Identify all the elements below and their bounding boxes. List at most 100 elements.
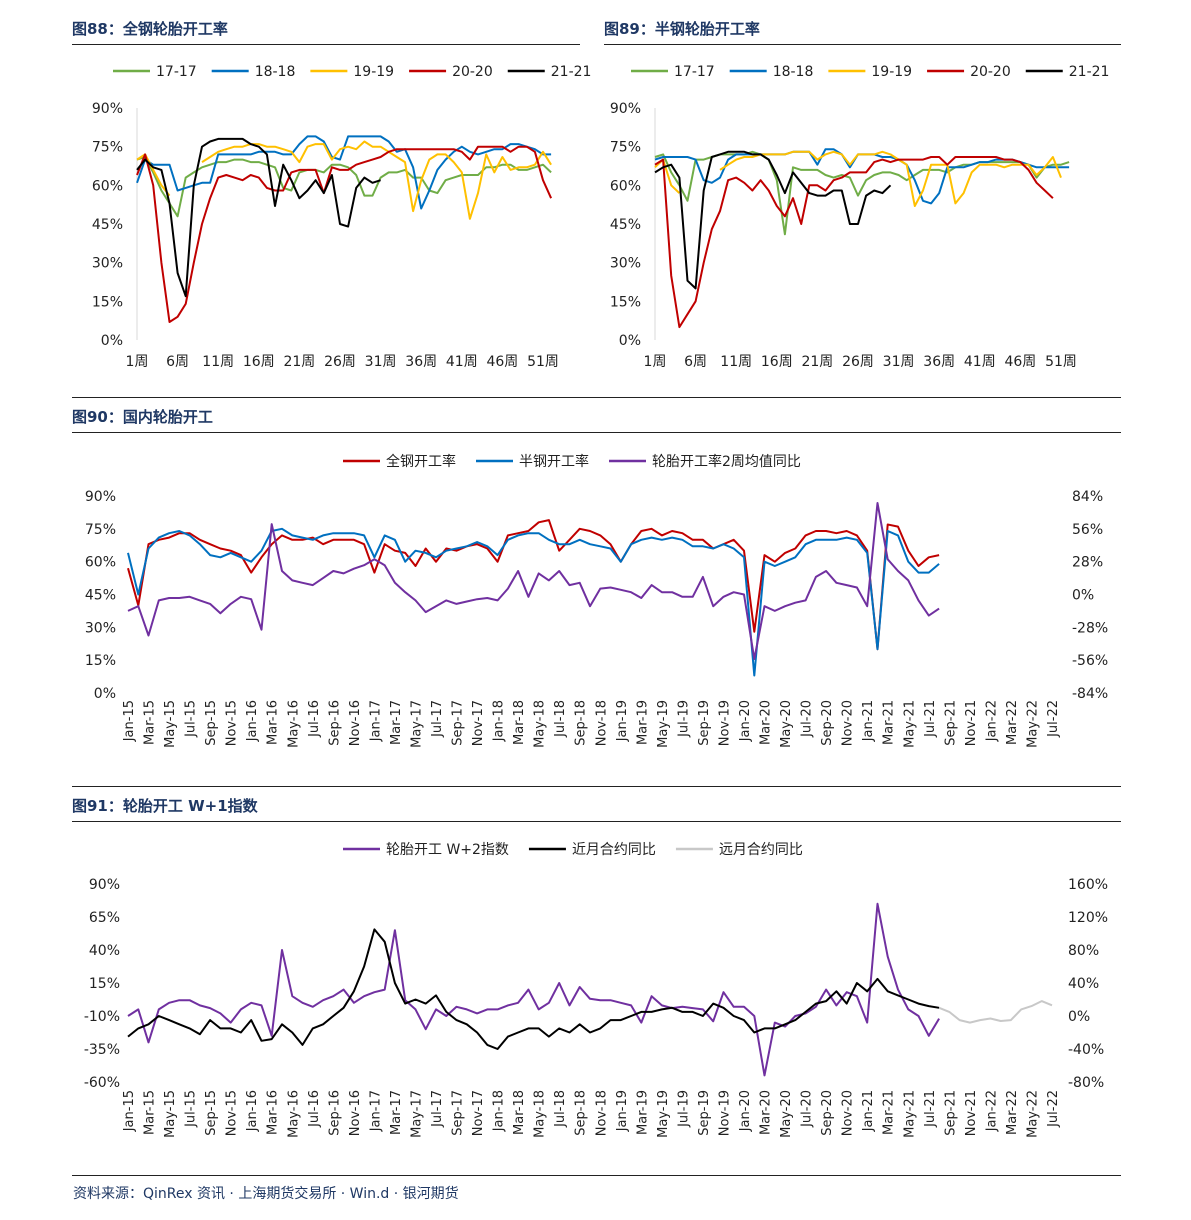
legend-label: 20-20 xyxy=(970,64,1011,80)
x-tick-label: Jan-17 xyxy=(368,1090,383,1132)
legend-label: 17-17 xyxy=(156,64,197,80)
series-line-轮胎开工 W+2指数 xyxy=(127,902,940,1077)
x-tick-label: Jan-16 xyxy=(245,700,260,742)
right-y-tick-label: -84% xyxy=(1072,686,1108,702)
x-tick-label: 11周 xyxy=(202,354,234,370)
x-tick-label: Jul-18 xyxy=(553,700,568,738)
right-y-tick-label: -56% xyxy=(1072,653,1108,669)
x-tick-label: 1周 xyxy=(126,354,149,370)
x-tick-label: Jan-19 xyxy=(615,1090,630,1132)
y-tick-label: 60% xyxy=(92,178,123,194)
x-tick-label: 31周 xyxy=(883,354,915,370)
right-y-tick-label: -80% xyxy=(1068,1075,1104,1091)
x-tick-label: Jul-19 xyxy=(676,700,691,738)
x-tick-label: Jan-15 xyxy=(122,700,137,742)
x-tick-label: Nov-18 xyxy=(594,700,609,746)
x-tick-label: Mar-21 xyxy=(882,1090,897,1135)
x-tick-label: Jan-18 xyxy=(492,700,507,742)
x-tick-label: 1周 xyxy=(644,354,667,370)
left-y-tick-label: -60% xyxy=(84,1075,120,1091)
x-tick-label: Jan-18 xyxy=(492,1090,507,1132)
left-y-tick-label: 45% xyxy=(85,588,116,604)
x-tick-label: May-19 xyxy=(656,700,671,748)
x-tick-label: Mar-21 xyxy=(882,700,897,745)
x-tick-label: Nov-17 xyxy=(471,700,486,746)
left-y-tick-label: 0% xyxy=(94,686,116,702)
series-line-18-18 xyxy=(654,148,1070,205)
series-line-远月合约同比 xyxy=(938,1000,1053,1024)
x-tick-label: Mar-17 xyxy=(389,700,404,745)
x-tick-label: Mar-16 xyxy=(266,700,281,745)
x-tick-label: Mar-15 xyxy=(143,700,158,745)
y-tick-label: 75% xyxy=(610,140,641,156)
x-tick-label: Mar-19 xyxy=(635,700,650,745)
x-tick-label: Mar-18 xyxy=(512,700,527,745)
x-tick-label: Nov-21 xyxy=(964,1090,979,1136)
x-tick-label: Mar-18 xyxy=(512,1090,527,1135)
x-tick-label: Sep-18 xyxy=(574,700,589,746)
x-tick-label: May-17 xyxy=(409,1090,424,1138)
x-tick-label: Mar-22 xyxy=(1005,1090,1020,1135)
legend-label: 轮胎开工率2周均值同比 xyxy=(652,453,801,470)
x-tick-label: Jul-20 xyxy=(800,700,815,738)
y-tick-label: 15% xyxy=(92,294,123,310)
series-line-20-20 xyxy=(654,156,1054,329)
left-y-tick-label: 60% xyxy=(85,555,116,571)
series-line-21-21 xyxy=(654,150,892,290)
right-y-tick-label: -28% xyxy=(1072,620,1108,636)
x-tick-label: 11周 xyxy=(720,354,752,370)
x-tick-label: 6周 xyxy=(684,354,707,370)
fig89-title: 图89：半钢轮胎开工率 xyxy=(604,20,760,38)
legend-label: 19-19 xyxy=(871,64,912,80)
legend-label: 18-18 xyxy=(773,64,814,80)
x-tick-label: Jul-21 xyxy=(923,700,938,738)
legend-label: 全钢开工率 xyxy=(386,453,456,470)
x-tick-label: Jul-22 xyxy=(1046,700,1061,738)
x-tick-label: Mar-16 xyxy=(266,1090,281,1135)
left-y-tick-label: 40% xyxy=(89,943,120,959)
x-tick-label: Jul-15 xyxy=(184,1090,199,1128)
y-tick-label: 0% xyxy=(619,333,641,349)
x-tick-label: May-15 xyxy=(163,1090,178,1138)
y-tick-label: 90% xyxy=(610,101,641,117)
x-tick-label: Sep-19 xyxy=(697,700,712,746)
left-y-tick-label: -10% xyxy=(84,1009,120,1025)
right-y-tick-label: 28% xyxy=(1072,555,1103,571)
series-line-半钢开工率 xyxy=(127,527,940,677)
fig88-divider xyxy=(72,44,580,45)
right-y-tick-label: 160% xyxy=(1068,877,1108,893)
series-line-轮胎开工率2周均值同比 xyxy=(127,502,940,660)
y-tick-label: 0% xyxy=(101,333,123,349)
x-tick-label: May-16 xyxy=(286,700,301,748)
x-tick-label: Mar-20 xyxy=(759,1090,774,1135)
x-tick-label: Nov-19 xyxy=(717,1090,732,1136)
fig90-title: 图90：国内轮胎开工 xyxy=(72,408,213,426)
left-y-tick-label: 90% xyxy=(89,877,120,893)
y-tick-label: 60% xyxy=(610,178,641,194)
x-tick-label: Nov-18 xyxy=(594,1090,609,1136)
series-line-17-17 xyxy=(136,156,552,218)
x-tick-label: Jul-15 xyxy=(184,700,199,738)
x-tick-label: May-21 xyxy=(902,700,917,748)
series-line-19-19 xyxy=(654,158,681,194)
series-line-近月合约同比 xyxy=(127,928,940,1050)
x-tick-label: 51周 xyxy=(527,354,559,370)
x-tick-label: May-22 xyxy=(1025,700,1040,748)
y-tick-label: 45% xyxy=(92,217,123,233)
left-y-tick-label: 30% xyxy=(85,620,116,636)
x-tick-label: May-18 xyxy=(533,700,548,748)
right-y-tick-label: 40% xyxy=(1068,976,1099,992)
x-tick-label: Nov-16 xyxy=(348,1090,363,1136)
legend-label: 21-21 xyxy=(551,64,592,80)
right-y-tick-label: 80% xyxy=(1068,943,1099,959)
fig88-title: 图88：全钢轮胎开工率 xyxy=(72,20,228,38)
x-tick-label: Jul-18 xyxy=(553,1090,568,1128)
x-tick-label: Jan-21 xyxy=(861,700,876,742)
x-tick-label: 36周 xyxy=(405,354,437,370)
x-tick-label: Sep-21 xyxy=(943,1090,958,1136)
x-tick-label: Sep-18 xyxy=(574,1090,589,1136)
legend-label: 远月合约同比 xyxy=(719,842,803,858)
x-tick-label: Sep-16 xyxy=(327,700,342,746)
